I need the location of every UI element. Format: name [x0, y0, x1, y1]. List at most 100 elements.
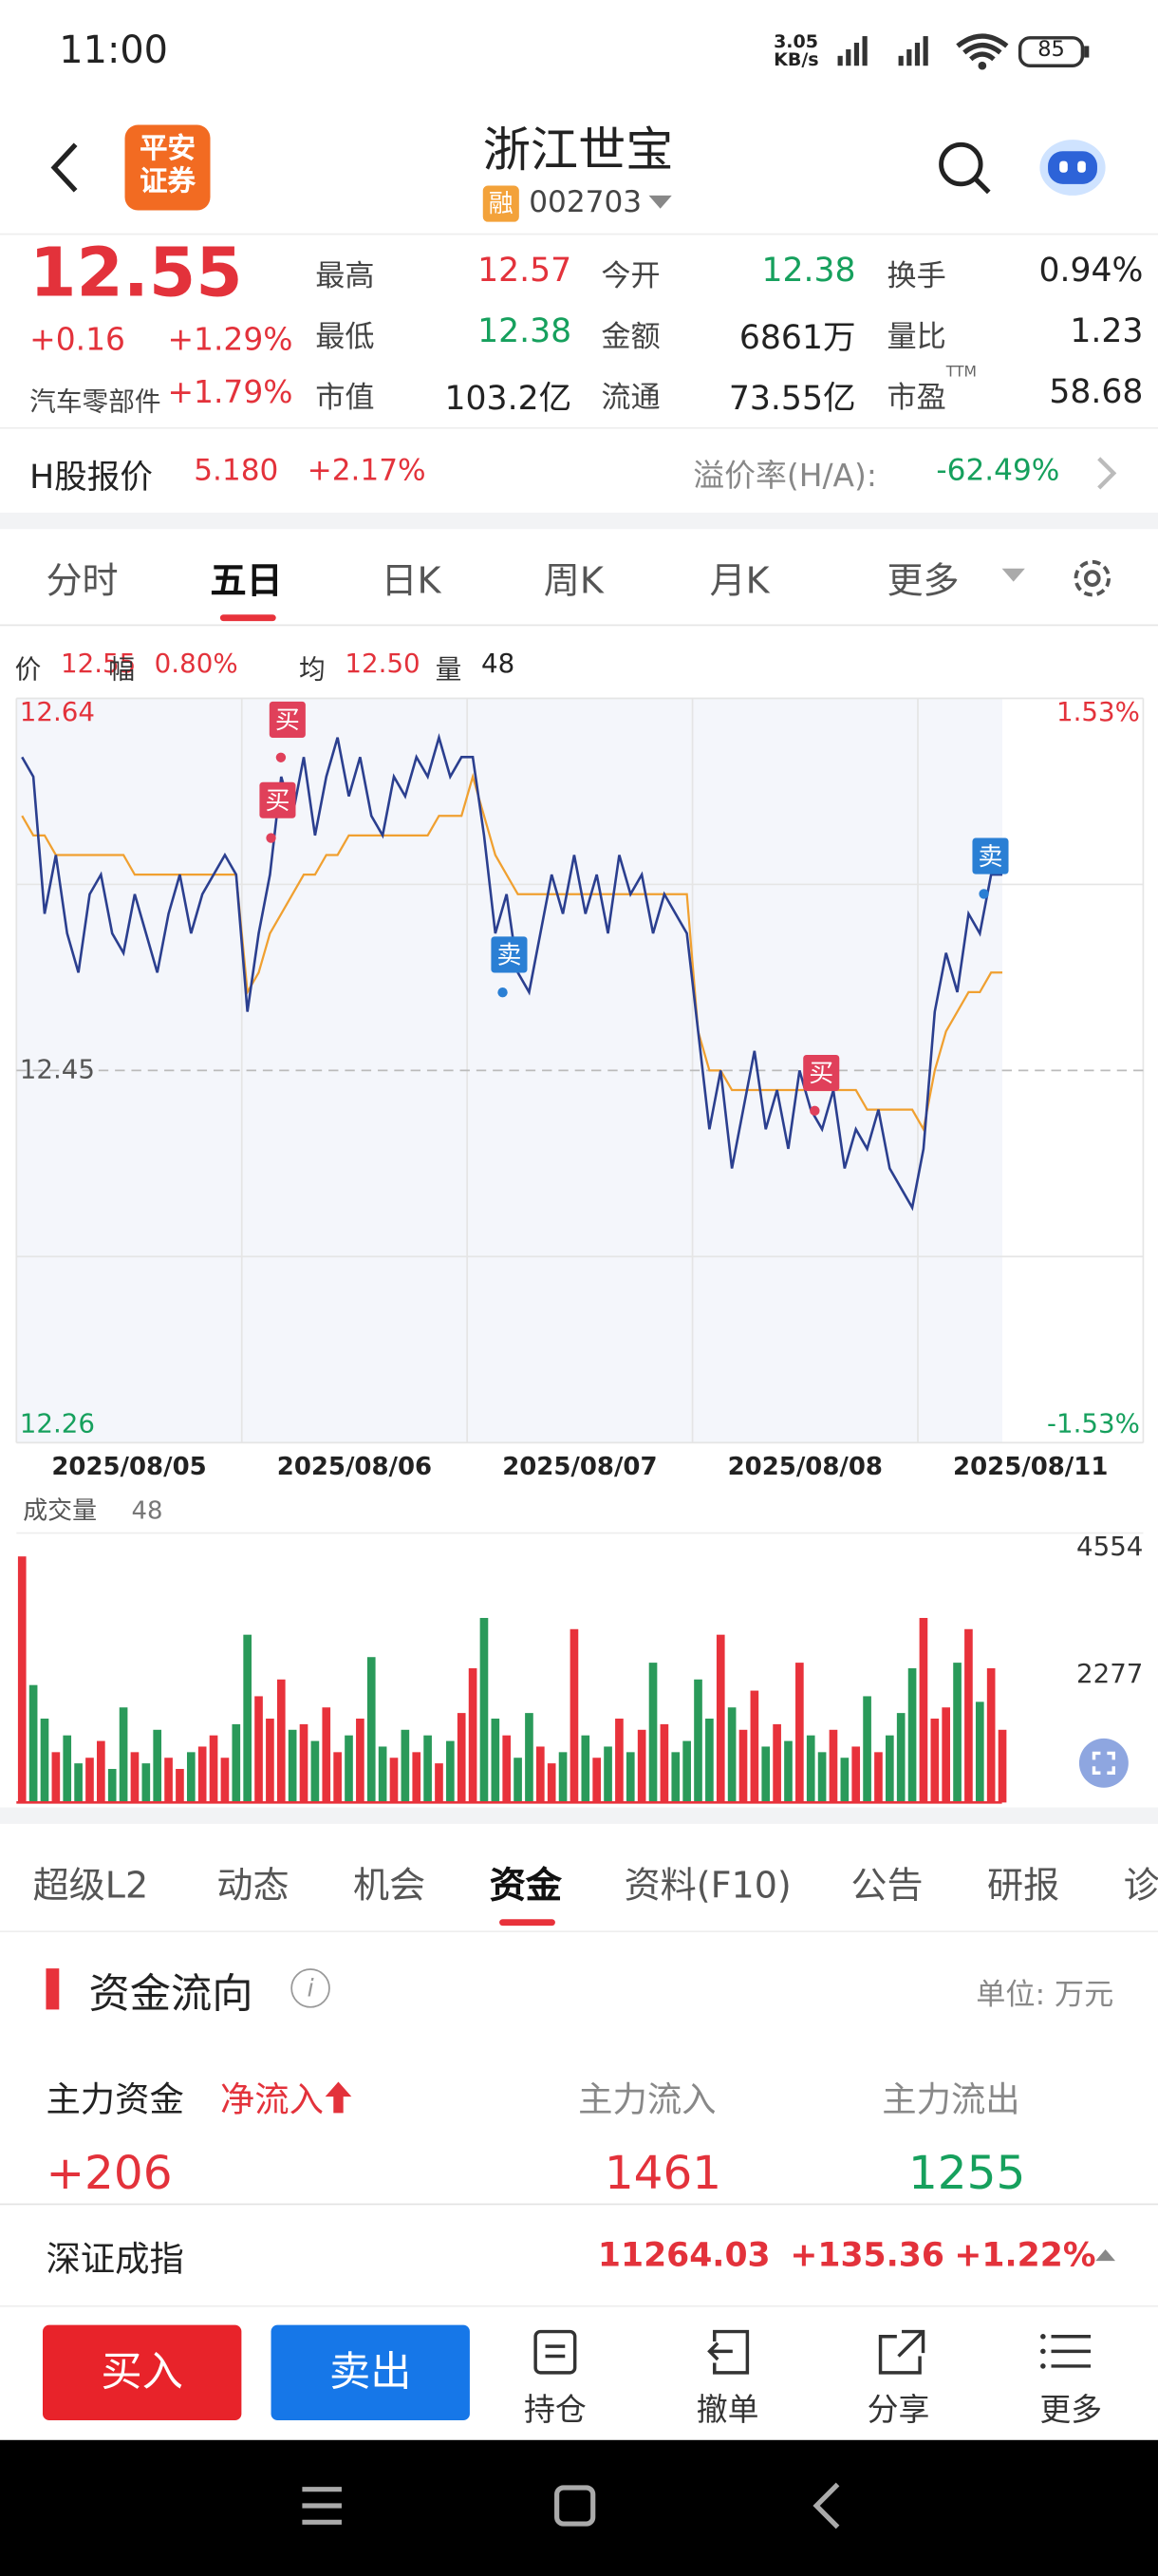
- chart-tab[interactable]: 更多: [887, 561, 960, 604]
- detail-tab[interactable]: 研报: [987, 1866, 1060, 1908]
- volume-bar: [85, 1758, 94, 1803]
- volume-bar: [840, 1758, 850, 1803]
- chart-tab[interactable]: 月K: [709, 561, 770, 604]
- chart-tab[interactable]: 周K: [543, 561, 604, 604]
- detail-tab[interactable]: 资料(F10): [624, 1866, 792, 1908]
- up-arrow: [325, 2081, 352, 2114]
- signal-badge: [803, 1054, 840, 1092]
- premium-label: 溢价率(H/A):: [693, 458, 877, 495]
- margin-tag: 融: [482, 185, 519, 222]
- volume-bar: [615, 1719, 624, 1803]
- volume-bar: [40, 1719, 49, 1803]
- volume-bar: [63, 1735, 72, 1803]
- volume-bar: [17, 1556, 27, 1803]
- volume-bar: [209, 1735, 218, 1803]
- volume-bar: [176, 1769, 184, 1803]
- volume-bar: [141, 1763, 151, 1803]
- last-price: 12.55: [29, 233, 243, 312]
- info-button[interactable]: i: [290, 1968, 330, 2008]
- index-arrow: [1095, 2249, 1116, 2262]
- volume-bar: [604, 1746, 612, 1803]
- volume-bar: [942, 1707, 951, 1803]
- status-icons: [837, 33, 1090, 70]
- volume-bar: [829, 1729, 838, 1803]
- signal-dot: [266, 833, 276, 843]
- back-button[interactable]: [43, 138, 92, 197]
- volume-bar: [784, 1740, 793, 1803]
- fullscreen-button[interactable]: [1078, 1738, 1129, 1788]
- volume-bar: [761, 1746, 771, 1803]
- search-button[interactable]: [936, 140, 992, 196]
- volume-bar: [694, 1679, 702, 1803]
- avg-line: [21, 772, 1003, 1133]
- sell-button[interactable]: 卖出: [271, 2324, 470, 2421]
- volume-bar: [310, 1740, 320, 1803]
- volume-bar: [119, 1707, 128, 1803]
- detail-tab[interactable]: 动态: [216, 1866, 290, 1908]
- volume-bar: [502, 1735, 512, 1803]
- detail-tab[interactable]: 机会: [353, 1866, 426, 1908]
- premium-value: -62.49%: [936, 453, 1060, 488]
- action-button[interactable]: 撤单: [696, 2392, 759, 2429]
- volume-bar: [885, 1735, 894, 1803]
- chart-tab[interactable]: 分时: [46, 561, 119, 604]
- volume-bar: [254, 1696, 263, 1803]
- volume-current: 48: [131, 1497, 162, 1526]
- divider: [0, 624, 1158, 627]
- stat-label: 最低: [315, 320, 375, 355]
- signal-dot: [275, 752, 287, 762]
- divider: [0, 1930, 1158, 1933]
- main-fund-label: 主力资金: [46, 2079, 184, 2120]
- detail-tab[interactable]: 资金: [489, 1866, 562, 1908]
- signal-label: 卖: [496, 942, 521, 970]
- volume-bar: [366, 1657, 376, 1803]
- volume-bar: [276, 1679, 286, 1803]
- chart-tab[interactable]: 五日: [210, 561, 283, 604]
- volume-bar: [266, 1719, 274, 1803]
- volume-bar: [468, 1668, 477, 1803]
- volume-bar: [907, 1668, 917, 1803]
- more-dropdown[interactable]: [999, 565, 1028, 585]
- volume-bar: [671, 1752, 681, 1803]
- volume-tick-label: 2277: [1076, 1658, 1143, 1689]
- detail-tab[interactable]: 诊: [1123, 1866, 1158, 1908]
- logo-line: 平安: [140, 133, 196, 166]
- h-share-pct: +2.17%: [307, 453, 426, 488]
- volume-bar: [817, 1752, 827, 1803]
- volume-bar: [727, 1707, 737, 1803]
- volume-bar: [288, 1729, 297, 1803]
- action-button[interactable]: 持仓: [524, 2392, 587, 2429]
- action-button[interactable]: 分享: [867, 2392, 930, 2429]
- info-label: 均: [298, 653, 326, 686]
- signal-dot: [979, 889, 989, 899]
- x-tick-label: 2025/08/08: [728, 1453, 883, 1481]
- code-dropdown[interactable]: [647, 192, 674, 212]
- broker-logo: 平安 证券: [124, 124, 211, 211]
- volume-bar: [558, 1752, 568, 1803]
- y-tick-label: 12.45: [20, 1053, 95, 1084]
- volume-bar: [446, 1740, 455, 1803]
- volume-bar: [930, 1719, 940, 1803]
- premium-arrow[interactable]: [1094, 454, 1121, 494]
- index-bar[interactable]: [0, 2203, 1158, 2307]
- stat-value: 6861万: [738, 316, 856, 357]
- volume-bar: [851, 1746, 861, 1803]
- volume-bar: [164, 1758, 173, 1803]
- assistant-button[interactable]: [1035, 131, 1111, 200]
- buy-button[interactable]: 买入: [42, 2324, 242, 2421]
- section-marker: [46, 1968, 60, 2010]
- section-gap: [0, 512, 1158, 530]
- detail-tab[interactable]: 超级L2: [32, 1866, 149, 1908]
- action-button[interactable]: 更多: [1039, 2392, 1103, 2429]
- chart-tab[interactable]: 日K: [381, 561, 441, 604]
- settings-button[interactable]: [1068, 554, 1117, 603]
- stat-label: 今开: [601, 259, 661, 294]
- price-line: [21, 733, 1003, 1212]
- stat-value: 12.57: [477, 250, 572, 290]
- x-tick-label: 2025/08/11: [953, 1453, 1108, 1481]
- logo-line: 证券: [140, 165, 196, 199]
- volume-bar: [107, 1769, 117, 1803]
- h-share-label: H股报价: [29, 457, 154, 497]
- volume-bar: [435, 1763, 443, 1803]
- detail-tab[interactable]: 公告: [850, 1866, 924, 1908]
